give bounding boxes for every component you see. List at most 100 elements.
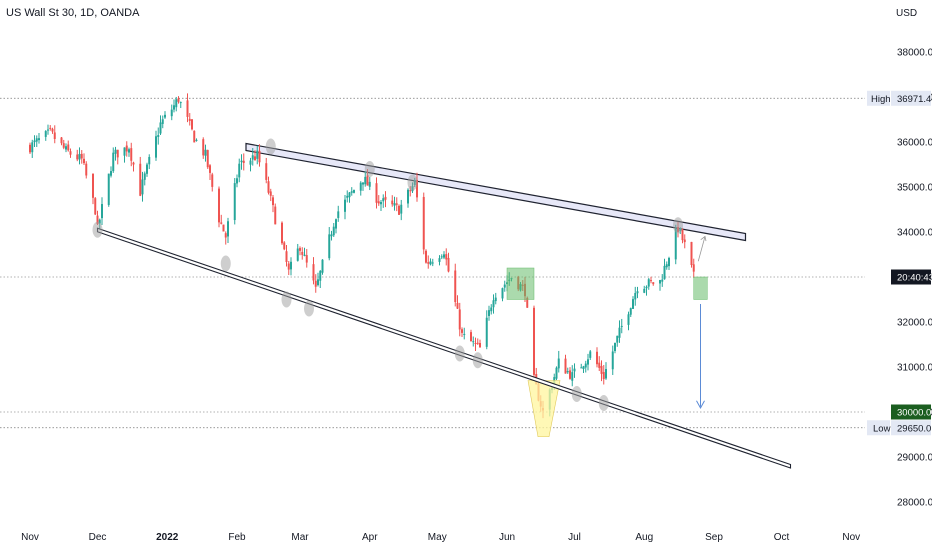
x-tick-label: Dec [89,532,107,543]
candle-body [600,365,603,374]
candle-body [494,297,497,302]
candle-body [254,156,256,161]
candle-body [690,241,693,266]
candle-body [627,314,630,325]
candle-body [454,270,457,302]
candle-body [652,282,655,285]
candle-body [62,143,65,148]
candle-body [366,175,369,186]
candle-body [681,229,684,241]
candle-body [204,149,207,156]
candle-body [555,367,558,379]
candle-body [193,130,196,143]
up-arrow-head [700,235,707,242]
high-value-tag-label-bg [867,90,890,106]
price-axis[interactable]: 28000.029000.030000.031000.032000.033000… [867,48,932,509]
x-tick-label: Feb [228,532,246,543]
candle-body [602,372,605,380]
candle-body [224,233,227,238]
candle-body [571,372,574,381]
candle-body [132,162,135,165]
candle-body [501,288,504,299]
candle-body [157,135,160,138]
candle-body [175,99,178,108]
candle-body [431,262,434,264]
candle-body [663,265,666,280]
candle-body [474,343,477,345]
candle-body [526,297,529,308]
candle-body [267,181,270,193]
candle-body [398,205,400,215]
candle-body [173,105,175,110]
candle-body [128,149,130,153]
candle-body [456,302,459,309]
y-tick-label: 29000.0 [897,453,932,464]
candle-body [427,262,430,264]
candle-body [283,242,286,250]
time-axis[interactable]: Nov Dec 2022 Feb Mar Apr May Jun Jul Aug Sep Oct Nov [21,532,860,543]
candle-body [463,333,466,335]
x-tick-label: Apr [362,532,378,543]
candle-body [265,163,268,180]
grid-lines [0,97,865,429]
y-tick-label: 35000.0 [897,183,932,194]
candle-body [636,291,639,294]
candle-body [305,255,308,263]
candle-body [566,371,569,373]
high-value-tag: 36971.4 [897,94,931,105]
candle-body [209,165,211,173]
candle-body [31,142,34,153]
candle-body [35,138,38,142]
candle-body [416,179,418,198]
candle-body [384,196,387,200]
candle-body [346,195,349,198]
low-value-tag-bg [891,420,931,436]
candle-body [317,279,319,286]
candle-body [447,257,450,272]
candle-body [238,163,241,178]
up-arrow-shaft [697,236,706,262]
candle-body [202,139,205,156]
candle-body [159,122,162,134]
candle-body [29,144,31,153]
y-tick-label: 31000.0 [897,363,932,374]
candle-body [112,152,115,172]
candle-body [461,329,463,333]
candle-body [38,138,40,141]
candle-body [123,147,126,156]
candle-body [328,234,331,259]
candle-body [335,219,337,229]
candle-body [470,332,472,342]
lower-trendline [96,227,792,469]
candle-body [285,251,288,263]
candle-body [274,206,277,225]
x-tick-label: Nov [842,532,860,543]
candle-body [114,149,117,154]
y-tick-label: 36000.0 [897,138,932,149]
candlestick-series [29,93,695,419]
candle-body [242,160,245,163]
candle-body [69,151,72,155]
candle-body [611,351,614,370]
touch-marker [220,255,231,272]
candle-body [80,153,83,159]
candle-body [476,342,479,344]
candle-body [380,201,382,205]
y-tick-label: 34000.0 [897,228,932,239]
candle-body [645,286,648,289]
high-value-tag-label: High [871,94,891,105]
touch-marker [673,217,683,234]
candle-body [76,154,79,160]
touch-marker [304,300,314,317]
candle-body [65,146,67,150]
candle-body [195,139,198,141]
touch-marker [454,345,465,362]
candle-body [332,226,335,236]
low-value-tag-label: Low [873,423,891,434]
candle-body [643,288,646,293]
candle-body [287,263,290,270]
candle-body [443,254,445,258]
candle-body [580,367,583,369]
candle-body [53,132,56,139]
